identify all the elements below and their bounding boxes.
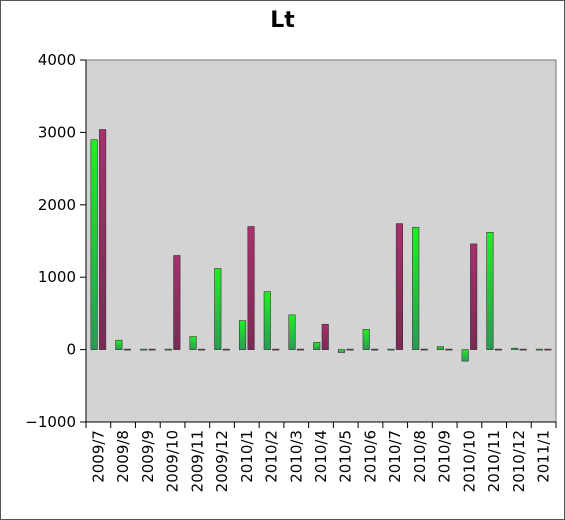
bar-s1-2009-11 [198,348,206,351]
bar-s1-2010-12 [519,348,527,351]
x-tick-label: 2010/5 [337,430,355,483]
bar-s0-2010-9 [436,346,444,350]
bar-s0-2010-1 [238,320,247,350]
x-tick-label: 2009/9 [139,430,157,483]
x-tick-label: 2010/3 [287,430,305,483]
x-tick-label: 2010/4 [312,430,330,483]
bar-s1-2010-6 [371,348,379,351]
bar-s1-2010-1 [247,226,255,350]
x-tick-label: 2009/7 [89,430,107,483]
bar-s0-2010-12 [511,347,519,350]
bar-s1-2010-9 [445,348,453,351]
bar-s0-2009-9 [140,348,148,351]
x-tick-label: 2009/8 [114,430,132,483]
y-tick-label: −1000 [25,413,76,431]
x-tick-label: 2010/9 [436,430,454,483]
bar-s0-2009-12 [214,268,222,350]
bar-s1-2009-7 [99,129,107,350]
bar-s0-2010-3 [288,314,296,350]
x-tick-label: 2009/10 [164,430,182,492]
bar-s0-2009-11 [189,336,197,350]
x-tick-label: 2009/12 [213,430,231,492]
x-tick-label: 2009/11 [188,430,206,492]
bar-s1-2010-11 [494,348,502,351]
bar-s0-2009-7 [90,139,98,350]
bar-s1-2010-2 [272,348,280,351]
bar-s1-2011-1 [544,348,552,351]
x-tick-label: 2010/7 [386,430,404,483]
bar-s0-2010-8 [412,226,420,350]
x-tick-label: 2010/12 [510,430,528,492]
bar-s1-2010-8 [420,348,428,351]
bar-s0-2010-10 [461,349,469,362]
x-tick-label: 2010/2 [263,430,281,483]
x-tick-label: 2010/1 [238,430,256,483]
y-tick-label: 3000 [38,123,76,141]
bar-s0-2010-7 [387,348,395,351]
x-tick-label: 2010/6 [361,430,379,483]
bar-s0-2010-4 [313,342,321,350]
x-tick-label: 2010/11 [485,430,503,492]
bar-s1-2010-7 [395,223,404,350]
bar-s0-2009-10 [164,348,172,351]
bar-s0-2009-8 [115,339,123,350]
axes-group: −1000 0 1000 2000 3000 4000 2009/7 2009/8 2009/9… [25,51,557,492]
plot-area [85,59,557,423]
bar-s1-2010-3 [296,348,305,351]
bar-s0-2011-1 [535,348,543,351]
bar-s1-2010-10 [470,243,478,350]
bar-s1-2009-9 [148,348,156,351]
bar-s0-2010-5 [337,349,346,353]
bars-group [90,129,552,362]
x-tick-label: 2011/1 [535,430,553,483]
bar-s1-2010-5 [346,348,354,351]
bar-s0-2010-11 [486,232,494,350]
bar-s1-2009-10 [173,255,181,350]
bar-s0-2010-6 [362,329,370,350]
y-tick-label: 1000 [38,268,76,286]
chart-title: Lt [270,8,295,33]
bar-s1-2009-8 [123,348,131,351]
y-tick-label: 2000 [38,196,76,214]
x-tick-label: 2010/8 [411,430,429,483]
x-tick-label: 2010/10 [460,430,478,492]
bar-s0-2010-2 [263,291,271,350]
y-tick-label: 0 [66,341,76,359]
bar-s1-2010-4 [321,323,329,350]
y-tick-label: 4000 [38,51,76,69]
bar-s1-2009-12 [222,348,230,351]
